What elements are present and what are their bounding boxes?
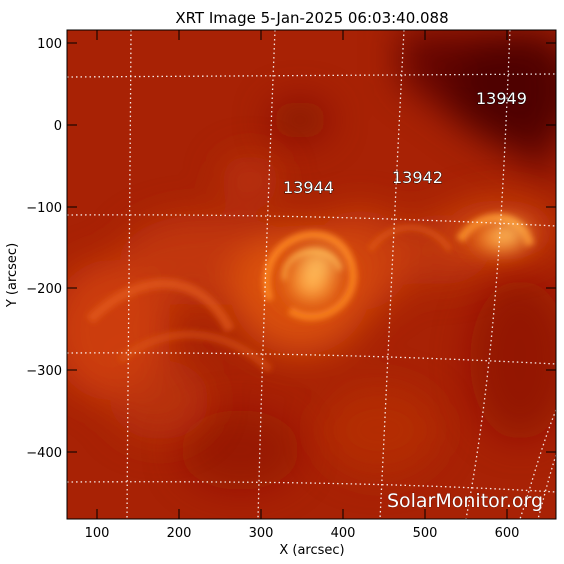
- heliographic-grid: [67, 30, 556, 519]
- x-tick-label: 600: [495, 526, 520, 541]
- y-tick-label: 100: [37, 37, 62, 52]
- x-tick-label: 200: [167, 526, 192, 541]
- y-tick-label: −200: [26, 282, 62, 297]
- x-tick-label: 500: [413, 526, 438, 541]
- x-tick-labels: 100 200 300 400 500 600: [85, 526, 520, 541]
- plot-title: XRT Image 5-Jan-2025 06:03:40.088: [175, 9, 448, 27]
- active-region-labels: 13944 13942 13949: [283, 89, 528, 198]
- x-tick-label: 300: [249, 526, 274, 541]
- y-tick-label: −100: [26, 201, 62, 216]
- active-region-label: 13942: [392, 168, 443, 187]
- axis-ticks: [67, 30, 556, 519]
- y-axis-label: Y (arcsec): [5, 243, 20, 308]
- y-tick-label: −300: [26, 364, 62, 379]
- dark-regions: [180, 30, 556, 490]
- bright-cores: [272, 216, 540, 317]
- active-region-label: 13944: [283, 178, 334, 197]
- x-tick-label: 400: [331, 526, 356, 541]
- x-tick-label: 100: [85, 526, 110, 541]
- plot-frame: [66, 29, 557, 520]
- solar-image: [67, 30, 556, 519]
- y-tick-label: −400: [26, 446, 62, 461]
- y-tick-labels: 100 0 −100 −200 −300 −400: [26, 37, 62, 461]
- watermark: SolarMonitor.org: [387, 490, 543, 512]
- active-region-label: 13949: [476, 89, 527, 108]
- y-tick-label: 0: [54, 119, 62, 134]
- x-axis-label: X (arcsec): [279, 543, 344, 558]
